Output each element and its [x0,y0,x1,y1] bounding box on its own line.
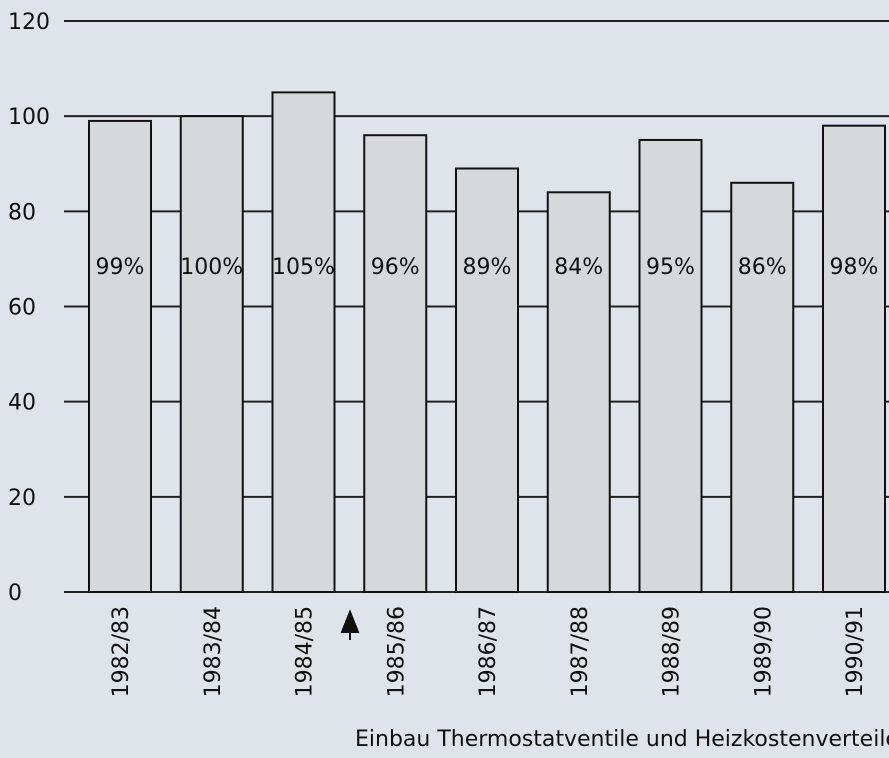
bar [363,134,428,593]
value-label: 100% [180,255,243,280]
value-label: 99% [96,255,145,280]
value-label: 96% [371,255,420,280]
value-label: 89% [463,255,512,280]
x-tick-label: 1983/84 [201,606,226,697]
y-tick-label: 120 [8,10,50,35]
bar [455,167,519,593]
bar [179,115,244,594]
y-tick-label: 100 [8,105,50,130]
x-tick-label: 1988/89 [660,606,685,697]
value-label: 95% [646,255,695,280]
x-tick-label: 1990/91 [843,606,868,697]
value-label: 84% [554,255,603,280]
y-tick-label: 20 [8,486,36,511]
bar [546,191,611,594]
bar [638,138,703,593]
bars: 99% 1982/83 100% 1983/84 105% 1984/85 96% 1985/… [88,91,886,697]
x-tick-label: 1982/83 [109,606,134,697]
y-tick-label: 40 [8,391,36,416]
x-tick-label: 1986/87 [476,606,501,697]
bar [730,181,795,594]
x-tick-label: 1984/85 [293,606,318,697]
y-tick-label: 60 [8,296,36,321]
x-tick-label: 1989/90 [751,606,776,697]
annotation-arrow [340,609,360,640]
y-tick-label: 80 [8,200,36,225]
bar [271,91,336,593]
bar [822,124,886,594]
value-label: 105% [272,255,335,280]
x-tick-label: 1985/86 [384,606,409,697]
value-label: 98% [830,255,879,280]
y-tick-label: 0 [8,581,22,606]
value-label: 86% [738,255,787,280]
x-tick-label: 1987/88 [568,606,593,697]
bar [88,119,152,594]
annotation: Einbau Thermostatventile und Heizkostenv… [355,727,889,752]
